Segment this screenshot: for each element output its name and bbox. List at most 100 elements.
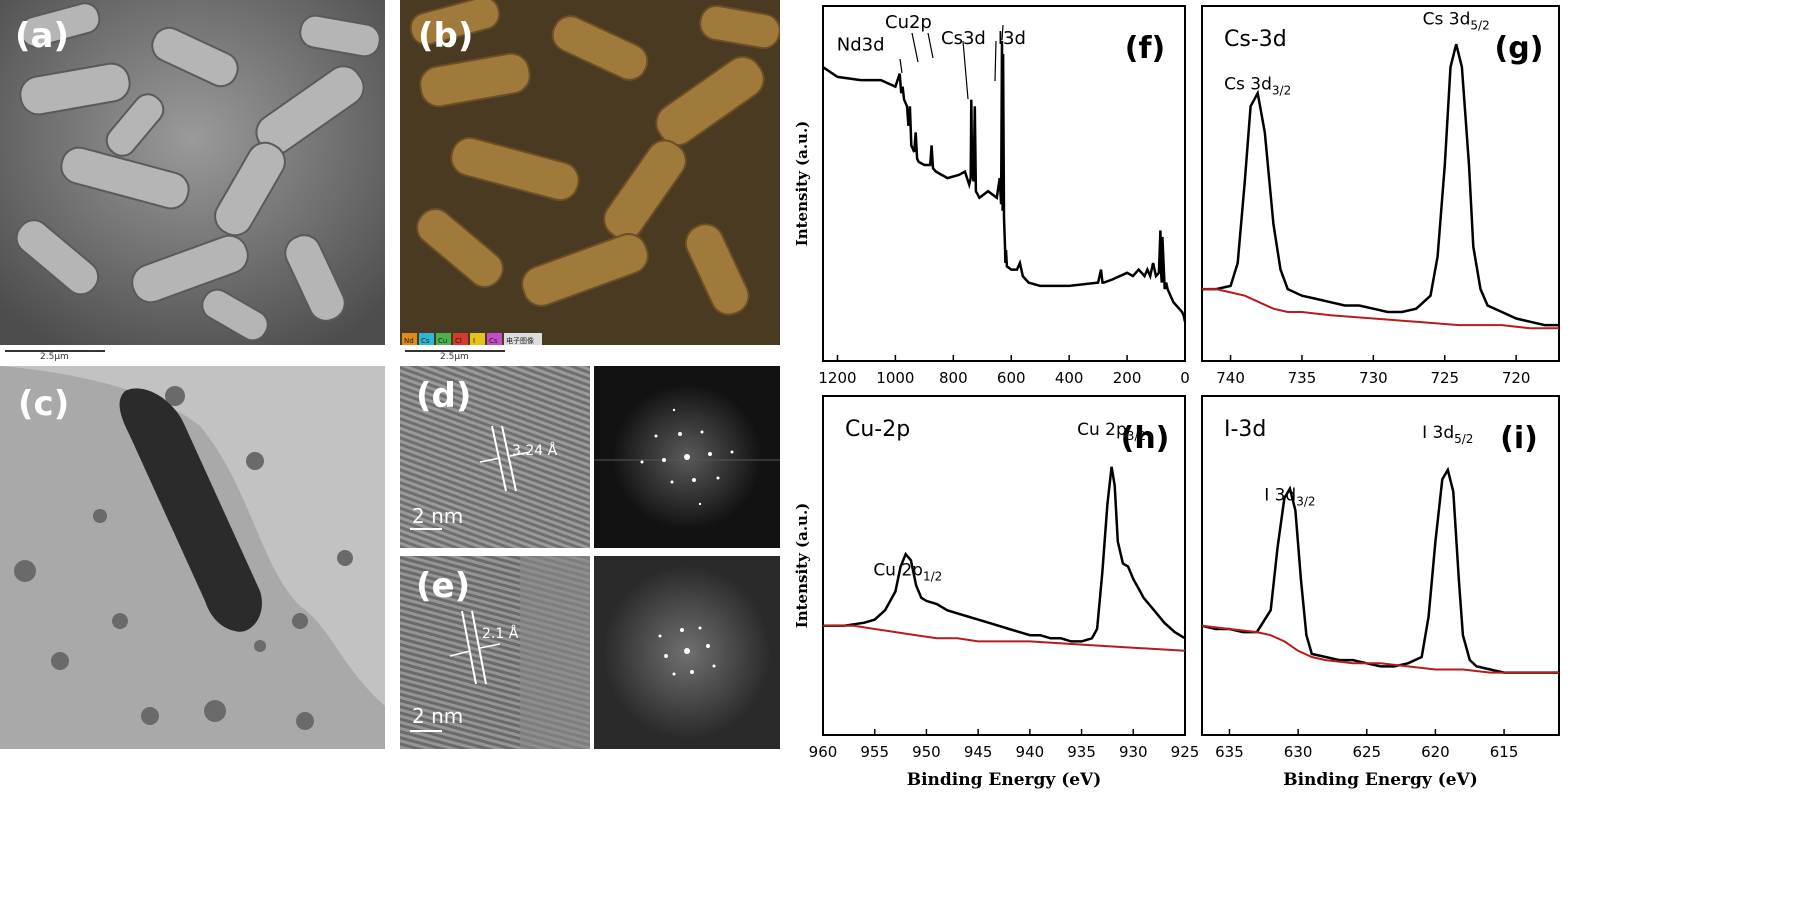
panel-label-g: (g) (1495, 31, 1544, 66)
chart-title: I-3d (1224, 417, 1266, 442)
plot-frame (1201, 395, 1560, 736)
fft-pattern-e (594, 556, 780, 749)
plot-frame (1201, 5, 1560, 362)
scale-bar-label: 2 nm (412, 504, 464, 528)
nanorod (119, 388, 262, 632)
panel-label-e: (e) (416, 566, 471, 606)
scale-bar (5, 350, 105, 352)
d-spacing-label: 3.24 Å (512, 443, 558, 459)
tem-micrograph (0, 366, 385, 749)
peak-label: Cu 2p3/2 (1077, 420, 1146, 443)
peak-label: Cu 2p1/2 (873, 560, 942, 583)
x-tick-label: 740 (1216, 369, 1245, 387)
x-tick-label: 600 (997, 369, 1026, 387)
panel-label-a: (a) (15, 16, 70, 56)
peak-label: I 3d5/2 (1422, 423, 1473, 446)
panel-label-h: (h) (1121, 421, 1170, 456)
chart-title: Cu-2p (845, 417, 910, 442)
annotation-arrow (911, 32, 919, 63)
x-tick-label: 635 (1215, 743, 1244, 761)
scale-bar-strip: 2.5μm (0, 345, 385, 362)
x-tick-label: 725 (1430, 369, 1459, 387)
eds-legend-cu: Cu (438, 337, 447, 345)
series-line-background (1201, 624, 1559, 674)
chart-g-cs3d: 740 735 730 725 720 (g) Cs-3d Cs 3d3/2 Cs 3d5/2 (1201, 5, 1560, 387)
x-tick-label: 620 (1421, 743, 1450, 761)
x-tick-label: 0 (1180, 369, 1190, 387)
fft-panel-e (594, 556, 780, 749)
x-tick-label: 615 (1490, 743, 1519, 761)
scale-bar (405, 350, 505, 352)
x-tick-label: 940 (1016, 743, 1045, 761)
eds-map-panel: Nd Cs Cu Cl I Cs 电子图像 2.5μm (b) (400, 0, 780, 362)
chart-h-cu2p: 960 955 950 945 940 935 930 925 (h) Cu-2p Intensit… (793, 395, 1200, 790)
peak-label: Cs 3d5/2 (1423, 9, 1490, 32)
annotation-arrow (962, 40, 969, 100)
x-axis-label: Binding Energy (eV) (1283, 770, 1478, 790)
x-tick-label: 960 (809, 743, 838, 761)
y-axis-label: Intensity (a.u.) (793, 503, 811, 629)
x-tick-label: 730 (1359, 369, 1388, 387)
scale-bar-strip: 2.5μm (400, 345, 780, 362)
panel-label-f: (f) (1125, 31, 1165, 66)
eds-micrograph: Nd Cs Cu Cl I Cs 电子图像 (400, 0, 780, 345)
hrtem-lattice-d (400, 366, 590, 548)
peak-annotation: I3d (998, 28, 1026, 49)
series-line-spectrum (1201, 466, 1559, 674)
sem-image-panel: 2.5μm (a) (0, 0, 385, 362)
peak-label: I 3d3/2 (1264, 485, 1315, 508)
eds-legend-cs: Cs (421, 337, 430, 345)
sem-micrograph (0, 0, 385, 345)
x-tick-label: 935 (1067, 743, 1096, 761)
annotation-arrow (1001, 24, 1004, 41)
x-tick-label: 720 (1502, 369, 1531, 387)
eds-legend-cl: Cl (455, 337, 462, 345)
peak-annotation: Cs3d (941, 28, 986, 49)
panel-label-c: (c) (18, 384, 70, 424)
x-axis-label: Binding Energy (eV) (907, 770, 1102, 790)
tem-image-panel: (c) (0, 366, 385, 749)
scale-bar-label: 2 nm (412, 704, 464, 728)
panel-label-b: (b) (418, 16, 474, 56)
series-line-background (823, 624, 1186, 652)
eds-legend-cs2: Cs (489, 337, 498, 345)
chart-i-i3d: 635 630 625 620 615 (i) I-3d Binding Energy (eV… (1201, 395, 1560, 790)
annotation-arrow (927, 32, 934, 59)
x-tick-label: 955 (860, 743, 889, 761)
panel-label-d: (d) (416, 376, 472, 416)
series-line-spectrum (823, 466, 1186, 643)
x-tick-label: 925 (1171, 743, 1200, 761)
hrtem-panel-d: 3.24 Å 2 nm (d) (400, 366, 590, 548)
peak-annotation: Cu2p (885, 12, 932, 33)
eds-legend: Nd Cs Cu Cl I Cs 电子图像 (402, 333, 542, 345)
peak-label: Cs 3d3/2 (1224, 75, 1291, 98)
x-tick-label: 400 (1055, 369, 1084, 387)
plot-frame (822, 5, 1186, 362)
eds-legend-nd: Nd (404, 337, 414, 345)
x-tick-label: 1000 (876, 369, 914, 387)
hrtem-panel-e: 2.1 Å 2 nm (e) (400, 556, 590, 749)
fft-pattern-d (594, 366, 780, 548)
scale-bar-label: 2.5μm (440, 352, 469, 362)
x-tick-label: 630 (1284, 743, 1313, 761)
annotation-arrow (994, 40, 997, 82)
series-line-background (1202, 288, 1559, 330)
chart-f-survey: 1200 1000 800 600 400 200 0 (f) Intensity (a.u.)… (793, 5, 1190, 387)
d-spacing-label: 2.1 Å (482, 626, 519, 642)
x-tick-label: 1200 (818, 369, 856, 387)
panel-label-i: (i) (1500, 421, 1538, 456)
x-tick-label: 930 (1119, 743, 1148, 761)
scale-bar-label: 2.5μm (40, 352, 69, 362)
annotation-arrow (899, 58, 903, 74)
plot-frame (822, 395, 1186, 736)
eds-legend-i: I (473, 337, 475, 345)
chart-title: Cs-3d (1224, 27, 1287, 52)
x-tick-label: 800 (939, 369, 968, 387)
x-tick-label: 950 (912, 743, 941, 761)
series-line-spectrum (1202, 43, 1559, 327)
x-tick-label: 200 (1113, 369, 1142, 387)
x-tick-label: 735 (1288, 369, 1317, 387)
x-tick-label: 945 (964, 743, 993, 761)
series-line-survey (822, 40, 1187, 323)
